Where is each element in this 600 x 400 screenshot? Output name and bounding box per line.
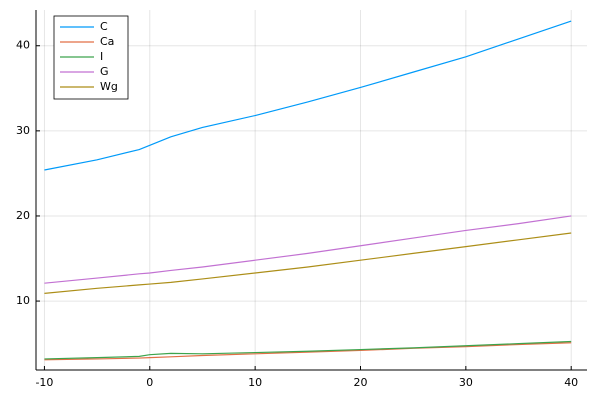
x-tick-label: 20 [353, 376, 367, 389]
legend-label: I [100, 50, 103, 63]
legend-label: Wg [100, 80, 118, 93]
y-tick-label: 10 [16, 294, 30, 307]
y-tick-label: 40 [16, 39, 30, 52]
line-series [44, 232, 572, 295]
line-series [44, 342, 572, 361]
legend-label: C [100, 20, 108, 33]
legend-label: G [100, 65, 109, 78]
line-series [44, 20, 572, 171]
x-tick-label: 40 [564, 376, 578, 389]
line-series [44, 340, 572, 360]
x-tick-label: 10 [248, 376, 262, 389]
line-series [44, 215, 572, 284]
x-tick-label: -10 [35, 376, 53, 389]
y-tick-label: 30 [16, 124, 30, 137]
x-tick-label: 0 [146, 376, 153, 389]
y-tick-label: 20 [16, 209, 30, 222]
x-tick-label: 30 [459, 376, 473, 389]
legend-label: Ca [100, 35, 114, 48]
